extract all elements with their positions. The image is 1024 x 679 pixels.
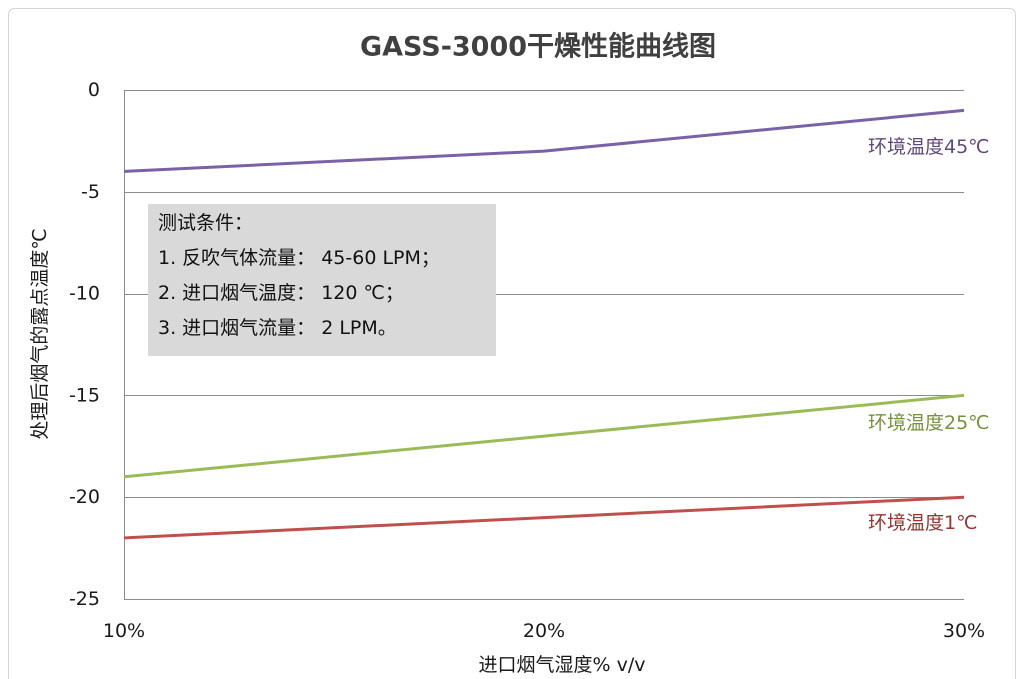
- y-tick-labels: 0 -5 -10 -15 -20 -25: [69, 79, 100, 610]
- series-label: 环境温度25℃: [868, 412, 990, 434]
- x-axis-title: 进口烟气湿度% v/v: [479, 654, 646, 676]
- test-condition-item: 1. 反吹气体流量： 45-60 LPM；: [158, 247, 440, 269]
- x-tick-labels: 10% 20% 30%: [103, 620, 985, 642]
- series-labels: 环境温度45℃ 环境温度25℃ 环境温度1℃: [868, 136, 990, 534]
- series-line: [123, 393, 965, 479]
- series-label: 环境温度1℃: [868, 512, 977, 534]
- series-lines: [123, 108, 965, 540]
- series-line: [123, 495, 965, 540]
- test-condition-item: 2. 进口烟气温度： 120 ℃；: [158, 282, 404, 304]
- x-tick-label: 10%: [103, 620, 145, 642]
- y-axis-title: 处理后烟气的露点温度℃: [29, 228, 51, 439]
- y-tick-label: -15: [69, 384, 100, 406]
- chart-frame: [8, 8, 1016, 679]
- x-tick-label: 20%: [523, 620, 565, 642]
- test-conditions-box: 测试条件： 1. 反吹气体流量： 45-60 LPM； 2. 进口烟气温度： 1…: [148, 204, 496, 356]
- test-conditions-heading: 测试条件：: [158, 212, 254, 234]
- y-tick-label: -10: [69, 283, 100, 305]
- series-line: [123, 108, 965, 173]
- x-tick-label: 30%: [943, 620, 985, 642]
- y-tick-label: 0: [88, 79, 100, 101]
- y-tick-label: -20: [69, 486, 100, 508]
- chart-title: GASS-3000干燥性能曲线图: [360, 31, 716, 63]
- y-tick-label: -25: [69, 588, 100, 610]
- series-label: 环境温度45℃: [868, 136, 990, 158]
- test-condition-item: 3. 进口烟气流量： 2 LPM。: [158, 317, 397, 339]
- y-tick-label: -5: [81, 181, 100, 203]
